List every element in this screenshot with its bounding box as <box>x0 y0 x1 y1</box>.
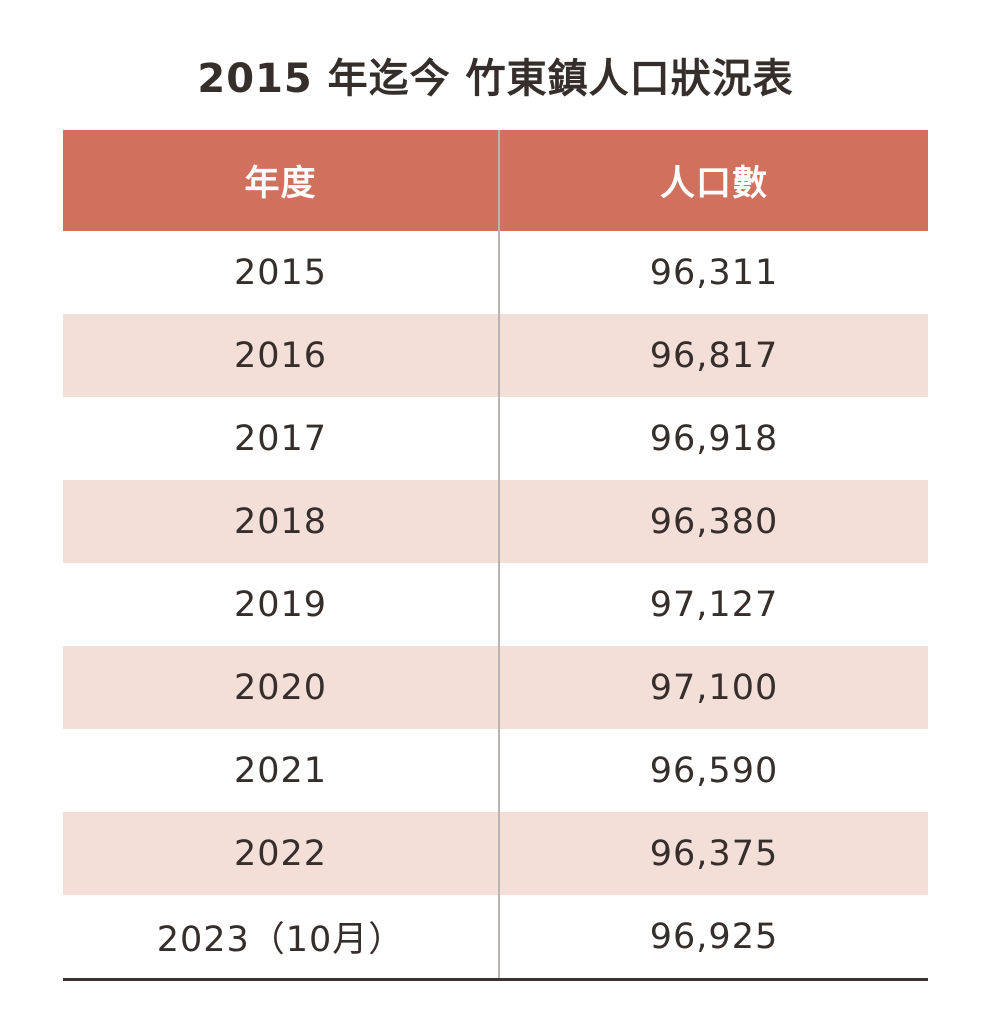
year-cell: 2017 <box>233 418 328 459</box>
population-table: 年度 人口數 2015 96,311 2016 96,817 2017 96,9… <box>63 130 928 981</box>
population-cell: 96,375 <box>498 812 928 895</box>
year-cell: 2022 <box>233 833 328 874</box>
population-cell: 96,590 <box>498 729 928 812</box>
table-row: 2021 96,590 <box>63 729 928 812</box>
population-cell: 96,918 <box>498 397 928 480</box>
year-cell: 2021 <box>233 750 328 791</box>
population-cell: 96,925 <box>498 895 928 978</box>
population-cell: 96,817 <box>498 314 928 397</box>
year-cell: 2019 <box>233 584 328 625</box>
table-row: 2018 96,380 <box>63 480 928 563</box>
population-cell: 97,100 <box>498 646 928 729</box>
header-cell-year: 年度 <box>244 164 317 204</box>
table-row: 2022 96,375 <box>63 812 928 895</box>
table-row: 2017 96,918 <box>63 397 928 480</box>
population-cell: 97,127 <box>498 563 928 646</box>
population-cell: 96,311 <box>498 231 928 314</box>
table-header-row: 年度 人口數 <box>63 130 928 231</box>
table-row: 2019 97,127 <box>63 563 928 646</box>
table-title: 2015 年迄今 竹東鎮人口狀況表 <box>197 56 794 102</box>
year-cell: 2023（10月） <box>156 920 405 960</box>
header-cell-population: 人口數 <box>498 130 928 231</box>
table-row: 2023（10月） 96,925 <box>63 895 928 978</box>
table-row: 2016 96,817 <box>63 314 928 397</box>
table-row: 2020 97,100 <box>63 646 928 729</box>
year-cell: 2018 <box>233 501 328 542</box>
year-cell: 2015 <box>233 252 328 293</box>
year-cell: 2020 <box>233 667 328 708</box>
year-cell: 2016 <box>233 335 328 376</box>
table-row: 2015 96,311 <box>63 231 928 314</box>
population-cell: 96,380 <box>498 480 928 563</box>
